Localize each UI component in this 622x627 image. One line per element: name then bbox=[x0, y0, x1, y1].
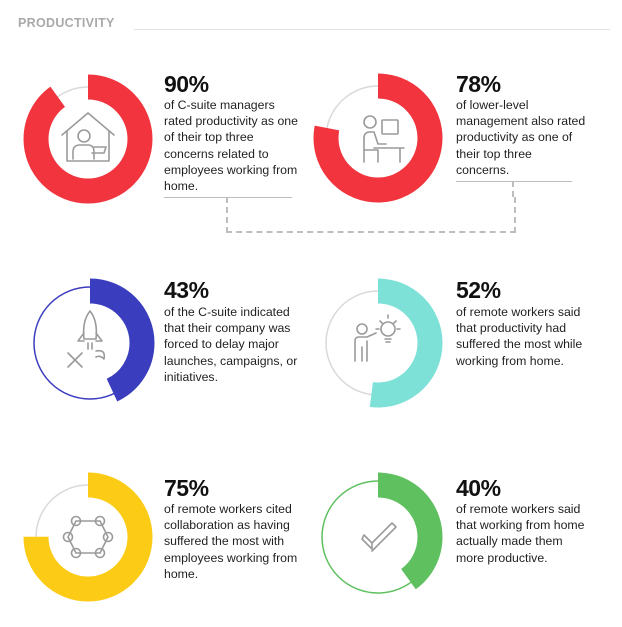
idea-person-icon bbox=[354, 314, 401, 362]
stat-value-5: 75% bbox=[164, 475, 209, 501]
donut-svg-6 bbox=[313, 472, 443, 602]
desk-worker-icon bbox=[363, 115, 405, 163]
connector-cap bbox=[512, 181, 514, 197]
stat-underline-1 bbox=[164, 197, 292, 198]
donut-svg-2 bbox=[313, 73, 443, 203]
house-worker-icon bbox=[61, 112, 115, 162]
stat-value-4: 52% bbox=[456, 277, 501, 303]
donut-chart-1 bbox=[22, 73, 154, 205]
stat-description-1: of C-suite managers rated productivity a… bbox=[164, 98, 298, 194]
stat-description-6: of remote workers said that working from… bbox=[456, 502, 585, 565]
donut-svg-5 bbox=[23, 472, 153, 602]
donut-chart-5 bbox=[22, 471, 154, 603]
stat-description-5: of remote workers cited collaboration as… bbox=[164, 502, 298, 581]
connector-line bbox=[226, 197, 516, 233]
donut-arc-4 bbox=[313, 278, 443, 408]
donut-arc-5 bbox=[23, 472, 153, 602]
stat-value-6: 40% bbox=[456, 475, 501, 501]
stat-description-2: of lower-level management also rated pro… bbox=[456, 98, 586, 177]
donut-arc-1 bbox=[23, 74, 153, 204]
stat-underline-2 bbox=[456, 181, 572, 182]
stat-description-4: of remote workers said that productivity… bbox=[456, 305, 583, 368]
donut-arc-3 bbox=[25, 278, 155, 408]
stat-value-2: 78% bbox=[456, 71, 501, 97]
checkmark-icon bbox=[361, 522, 397, 552]
donut-chart-4 bbox=[312, 277, 444, 409]
stat-value-3: 43% bbox=[164, 277, 209, 303]
donut-svg-1 bbox=[23, 74, 153, 204]
stat-description-3: of the C-suite indicated that their comp… bbox=[164, 305, 298, 384]
header-title: PRODUCTIVITY bbox=[18, 16, 115, 30]
donut-chart-3 bbox=[24, 277, 156, 409]
donut-svg-3 bbox=[25, 278, 155, 408]
donut-arc-6 bbox=[313, 472, 443, 602]
donut-svg-4 bbox=[313, 278, 443, 408]
donut-chart-2 bbox=[312, 72, 444, 204]
team-network-icon bbox=[62, 515, 114, 559]
donut-arc-2 bbox=[313, 73, 443, 203]
donut-chart-6 bbox=[312, 471, 444, 603]
header-rule bbox=[134, 29, 610, 30]
rocket-cancel-icon bbox=[67, 310, 106, 368]
stat-value-1: 90% bbox=[164, 71, 209, 97]
